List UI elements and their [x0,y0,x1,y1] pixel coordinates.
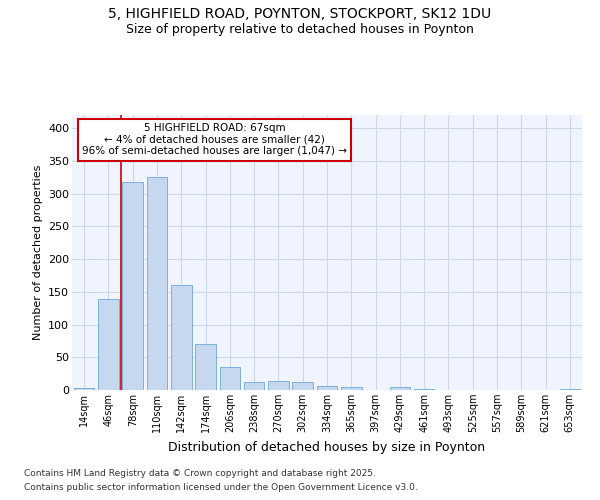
Bar [389,388,410,390]
Bar [292,382,313,390]
Bar [122,182,143,390]
Bar [268,381,289,390]
Bar [317,386,337,390]
X-axis label: Distribution of detached houses by size in Poynton: Distribution of detached houses by size … [169,440,485,454]
Text: Contains HM Land Registry data © Crown copyright and database right 2025.: Contains HM Land Registry data © Crown c… [24,468,376,477]
Bar [341,386,362,390]
Text: 5, HIGHFIELD ROAD, POYNTON, STOCKPORT, SK12 1DU: 5, HIGHFIELD ROAD, POYNTON, STOCKPORT, S… [109,8,491,22]
Bar [171,285,191,390]
Bar [244,382,265,390]
Text: Contains public sector information licensed under the Open Government Licence v3: Contains public sector information licen… [24,484,418,492]
Bar [74,388,94,390]
Bar [195,344,216,390]
Bar [98,299,119,390]
Bar [220,367,240,390]
Bar [146,177,167,390]
Y-axis label: Number of detached properties: Number of detached properties [32,165,43,340]
Text: Size of property relative to detached houses in Poynton: Size of property relative to detached ho… [126,22,474,36]
Text: 5 HIGHFIELD ROAD: 67sqm
← 4% of detached houses are smaller (42)
96% of semi-det: 5 HIGHFIELD ROAD: 67sqm ← 4% of detached… [82,123,347,156]
